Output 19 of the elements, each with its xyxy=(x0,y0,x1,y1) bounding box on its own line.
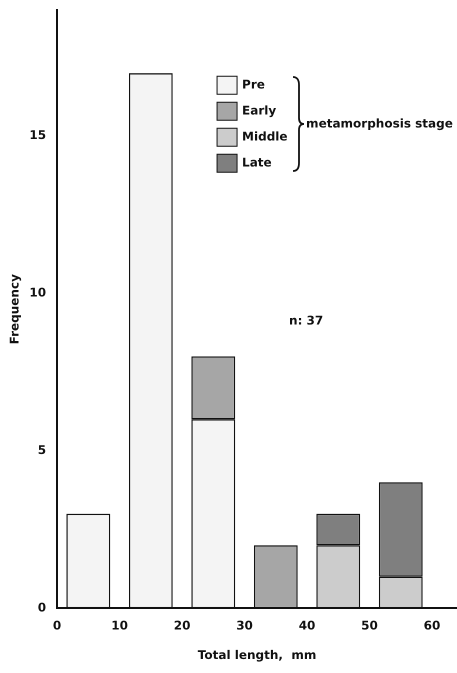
y-axis-title: Frequency xyxy=(7,274,22,344)
legend-title: metamorphosis stage xyxy=(306,116,453,130)
x-tick-label: 10 xyxy=(111,618,128,633)
x-tick-label: 0 xyxy=(52,618,62,633)
x-tick-label: 40 xyxy=(298,618,316,633)
legend-label: Pre xyxy=(242,77,265,92)
x-tick-label: 60 xyxy=(424,618,440,633)
y-tick-label: 0 xyxy=(38,600,46,614)
y-tick-label: 5 xyxy=(38,442,46,457)
annotation: n: 37 xyxy=(289,313,324,328)
x-tick-label: 50 xyxy=(361,618,378,633)
x-tick-label: 30 xyxy=(236,618,253,633)
legend-label: Early xyxy=(242,103,276,118)
legend-label: Late xyxy=(242,155,272,170)
legend-label: Middle xyxy=(242,129,288,144)
x-tick-label: 20 xyxy=(174,618,190,633)
x-axis-title: Total length, mm xyxy=(198,648,316,662)
y-tick-label: 15 xyxy=(29,128,46,142)
y-tick-label: 10 xyxy=(29,286,46,300)
